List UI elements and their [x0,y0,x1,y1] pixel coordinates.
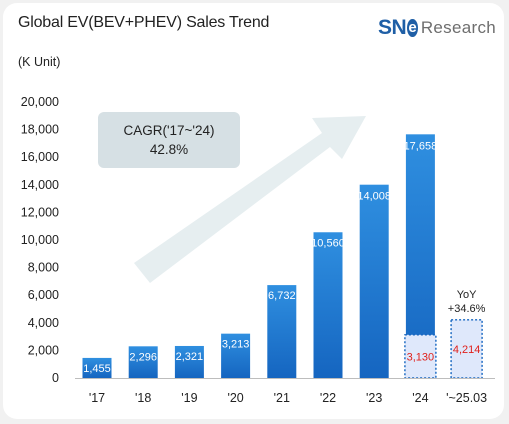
x-tick-label: '~25.03 [446,391,487,405]
y-tick-label: 0 [52,371,59,385]
bar [128,346,158,378]
bar-value-label: 10,560 [311,237,345,249]
y-tick-label: 18,000 [21,123,59,137]
growth-arrow [134,116,366,283]
y-tick-label: 12,000 [21,205,59,219]
bar [174,345,204,378]
bar [82,357,112,378]
chart-title: Global EV(BEV+PHEV) Sales Trend [18,14,270,31]
y-tick-label: 8,000 [28,261,59,275]
unit-label: (K Unit) [18,55,61,69]
logo-e-mark: e [407,19,418,37]
cagr-callout-box [98,112,240,168]
bar [359,184,389,378]
bar-value-label: 2,296 [129,351,157,363]
bar [313,232,343,378]
highlight-bar [404,334,437,379]
bar-value-label: 14,008 [357,191,391,203]
bar [267,285,297,378]
x-tick-label: '21 [274,391,290,405]
x-tick-label: '23 [366,391,382,405]
x-tick-label: '19 [181,391,197,405]
yoy-label: YoY [457,289,477,301]
cagr-value: 42.8% [150,142,188,157]
x-tick-label: '22 [320,391,336,405]
bar-value-label: 17,658 [404,140,438,152]
y-tick-label: 6,000 [28,288,59,302]
y-tick-label: 16,000 [21,150,59,164]
bar-value-label: 6,732 [268,290,296,302]
highlight-value-label: 3,130 [407,351,435,363]
y-tick-label: 4,000 [28,316,59,330]
sne-research-logo: SN e Research [378,15,496,41]
y-tick-label: 10,000 [21,233,59,247]
x-tick-label: '18 [135,391,151,405]
cagr-label: CAGR('17~'24) [123,123,214,138]
highlight-value-label: 4,214 [453,344,481,356]
bar-value-label: 2,321 [176,351,204,363]
x-tick-label: '24 [412,391,428,405]
logo-brand: SN [378,16,407,39]
highlight-bar [450,319,483,379]
bar [221,333,251,378]
y-tick-label: 14,000 [21,178,59,192]
yoy-value: +34.6% [448,303,486,315]
logo-word: Research [420,18,496,37]
x-tick-label: '17 [89,391,105,405]
bar-value-label: 3,213 [222,339,250,351]
y-tick-label: 2,000 [28,343,59,357]
x-tick-label: '20 [227,391,243,405]
y-tick-label: 20,000 [21,95,59,109]
bar-value-label: 1,455 [83,363,111,375]
